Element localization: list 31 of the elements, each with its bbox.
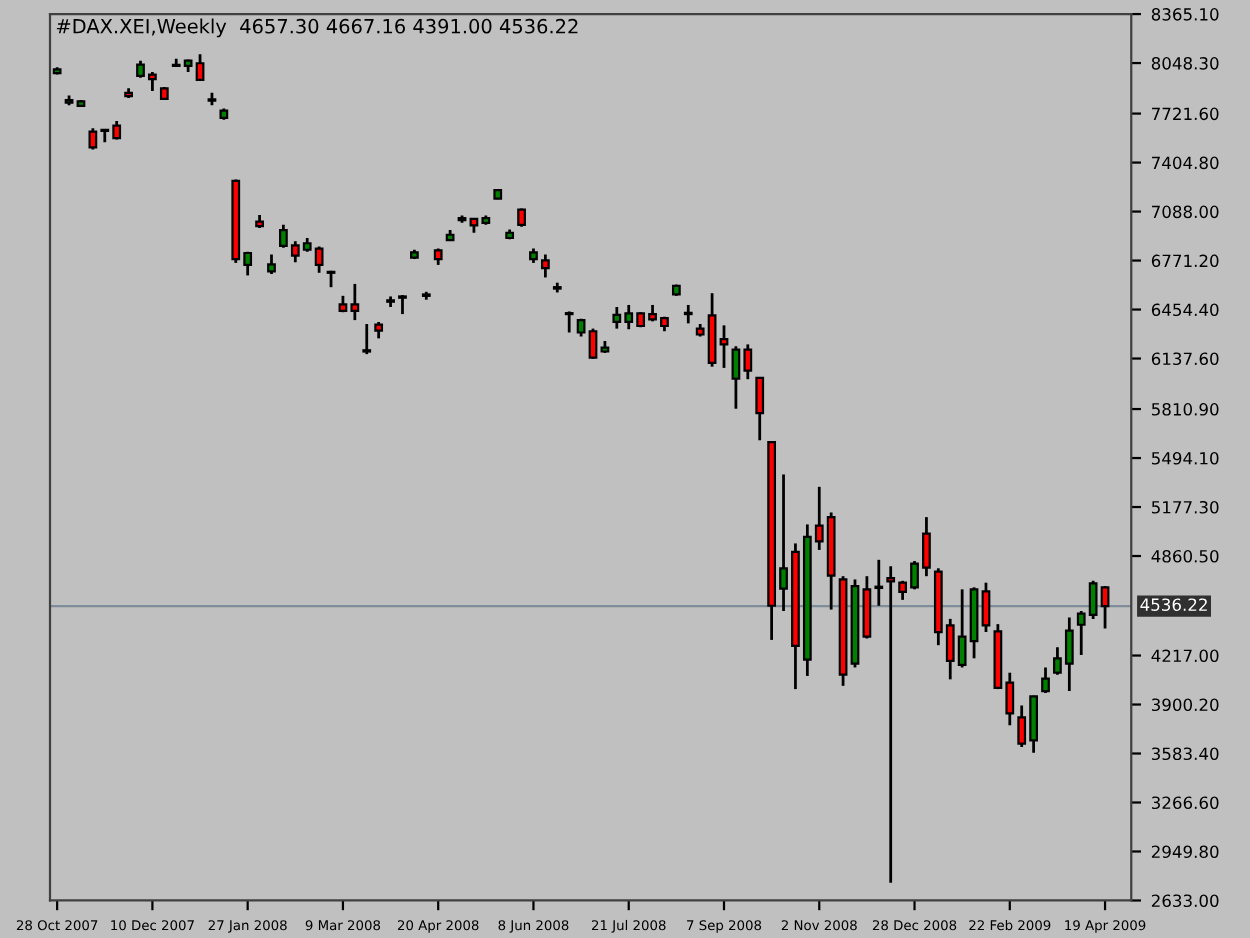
y-tick-label: 3900.20 [1151, 698, 1219, 712]
candlestick [398, 293, 407, 316]
y-tick-label: 5494.10 [1151, 452, 1219, 465]
y-tick-label: 8365.10 [1151, 8, 1219, 21]
y-tick-label: 2633.00 [1151, 894, 1219, 908]
candlestick [981, 581, 991, 634]
y-tick-label: 6771.20 [1151, 254, 1219, 268]
candlestick [564, 310, 574, 334]
candlestick [588, 327, 598, 361]
candlestick [719, 323, 729, 370]
y-tick-label: 7404.80 [1152, 156, 1219, 170]
y-tick-label: 3583.40 [1151, 747, 1219, 761]
candlestick [362, 322, 372, 356]
candlestick [1041, 666, 1050, 695]
y-tick-label: 5177.30 [1151, 500, 1219, 514]
chart-title: #DAX.XEI,Weekly 4657.30 4667.16 4391.00 4536.22 [56, 18, 578, 38]
y-tick-label: 6137.60 [1151, 352, 1219, 366]
y-tick-label: 7721.60 [1152, 107, 1219, 121]
y-tick-label: 6454.40 [1151, 303, 1219, 317]
ref-line-label: 4536.22 [1140, 598, 1207, 611]
y-tick-label: 5810.90 [1151, 403, 1219, 416]
y-tick-label: 2949.80 [1151, 845, 1219, 859]
y-tick-label: 3266.60 [1151, 796, 1219, 810]
y-tick-label: 4217.00 [1151, 649, 1219, 663]
candlestick [755, 376, 765, 442]
y-tick-label: 4860.50 [1151, 549, 1219, 563]
candlestick [683, 303, 693, 325]
y-tick-label: 8048.30 [1151, 57, 1219, 70]
y-tick-label: 7088.00 [1152, 205, 1219, 219]
candlestick [267, 253, 276, 276]
candlestick [517, 207, 526, 229]
